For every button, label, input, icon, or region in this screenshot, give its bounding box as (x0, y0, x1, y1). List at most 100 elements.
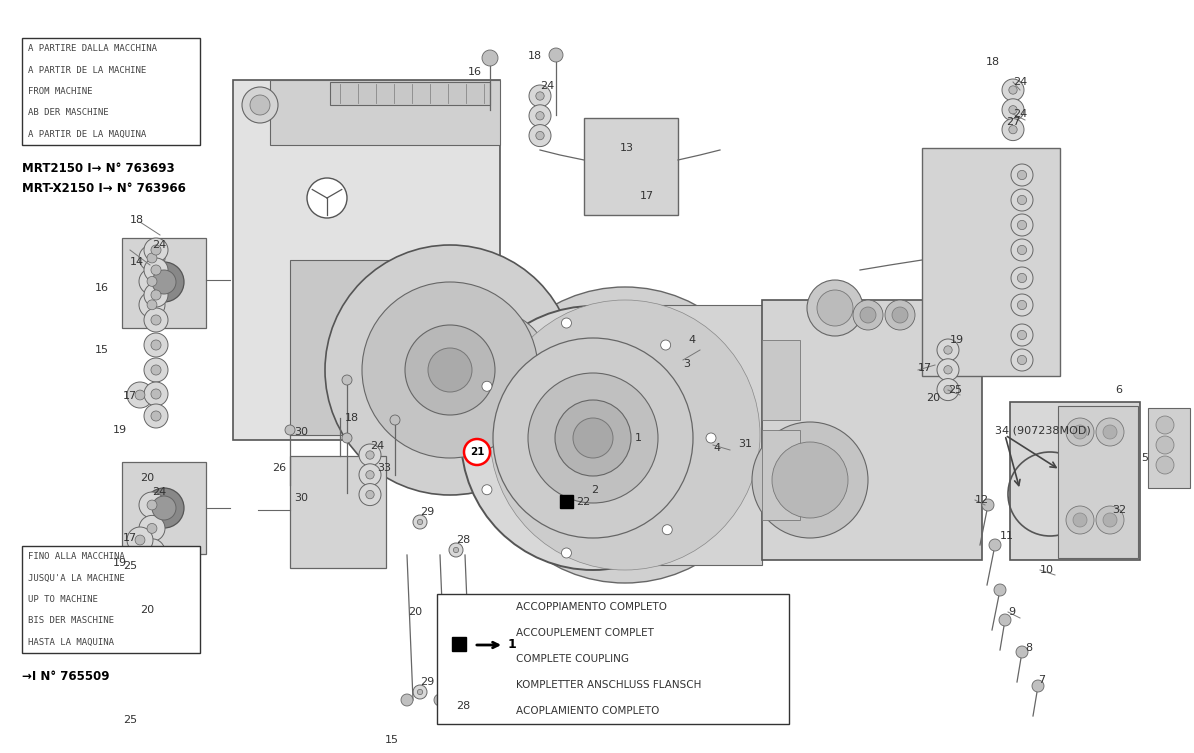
Circle shape (999, 614, 1011, 626)
Circle shape (461, 306, 725, 570)
Circle shape (993, 584, 1007, 596)
Text: 18: 18 (528, 51, 542, 61)
Circle shape (139, 245, 165, 271)
Circle shape (752, 422, 868, 538)
Text: FINO ALLA MACCHINA: FINO ALLA MACCHINA (27, 552, 124, 561)
Bar (122, 238, 207, 328)
Text: 20: 20 (140, 605, 154, 615)
Circle shape (150, 245, 161, 255)
Circle shape (144, 283, 168, 307)
Circle shape (807, 280, 863, 336)
Text: AB DER MASCHINE: AB DER MASCHINE (27, 108, 109, 117)
Text: 12: 12 (975, 495, 989, 505)
Circle shape (1017, 195, 1027, 205)
Circle shape (1011, 294, 1033, 316)
Bar (762, 300, 981, 560)
Circle shape (663, 525, 672, 535)
Circle shape (561, 318, 572, 328)
Circle shape (250, 95, 270, 115)
Circle shape (773, 442, 848, 518)
Circle shape (464, 439, 490, 465)
Text: 31: 31 (738, 439, 752, 449)
Circle shape (529, 124, 550, 147)
Circle shape (430, 310, 550, 430)
Circle shape (400, 280, 580, 460)
Circle shape (147, 547, 156, 556)
Text: 11: 11 (1001, 531, 1014, 541)
Circle shape (147, 523, 156, 533)
Circle shape (1156, 436, 1174, 454)
Circle shape (706, 433, 716, 443)
Text: 24: 24 (540, 81, 554, 91)
Text: 20: 20 (927, 393, 940, 403)
Bar (762, 430, 800, 520)
Circle shape (482, 485, 492, 495)
Circle shape (817, 290, 853, 326)
Circle shape (1009, 105, 1017, 114)
Text: 13: 13 (620, 143, 634, 153)
Circle shape (1096, 418, 1124, 446)
Circle shape (150, 365, 161, 375)
Circle shape (454, 713, 458, 718)
Circle shape (362, 282, 538, 458)
Text: 21: 21 (469, 447, 485, 457)
Bar (330, 82, 490, 105)
Circle shape (365, 471, 374, 479)
Circle shape (139, 515, 165, 541)
Circle shape (127, 612, 153, 638)
Text: 24: 24 (370, 441, 384, 451)
Circle shape (937, 379, 959, 401)
Circle shape (144, 258, 168, 282)
Circle shape (860, 307, 876, 323)
Text: 8: 8 (1024, 643, 1032, 653)
Text: 5: 5 (1141, 453, 1147, 463)
Text: 33: 33 (377, 463, 390, 473)
Text: 15: 15 (384, 735, 399, 745)
Text: 29: 29 (420, 677, 435, 687)
Circle shape (454, 547, 458, 553)
Text: HASTA LA MAQUINA: HASTA LA MAQUINA (27, 638, 113, 647)
Bar (233, 80, 500, 440)
Text: 16: 16 (468, 67, 482, 77)
Circle shape (135, 390, 144, 400)
Circle shape (359, 464, 381, 486)
Circle shape (482, 50, 498, 66)
Circle shape (405, 325, 496, 415)
Text: 24: 24 (152, 487, 166, 497)
Text: 28: 28 (456, 701, 470, 711)
Circle shape (1002, 119, 1024, 141)
Circle shape (418, 689, 423, 695)
Circle shape (127, 527, 153, 553)
Circle shape (1073, 513, 1087, 527)
Circle shape (135, 535, 144, 545)
Bar (584, 118, 678, 215)
Circle shape (943, 366, 952, 374)
Circle shape (555, 400, 630, 476)
Text: 22: 22 (576, 497, 590, 507)
Circle shape (1011, 324, 1033, 346)
Circle shape (885, 300, 915, 330)
Circle shape (144, 488, 184, 528)
Circle shape (1156, 456, 1174, 474)
Circle shape (529, 105, 550, 127)
Circle shape (1009, 86, 1017, 94)
Circle shape (1032, 680, 1044, 692)
Text: 18: 18 (345, 413, 359, 423)
Circle shape (989, 539, 1001, 551)
Circle shape (359, 483, 381, 505)
Circle shape (147, 253, 156, 263)
Text: 14: 14 (130, 257, 144, 267)
Text: COMPLETE COUPLING: COMPLETE COUPLING (516, 654, 629, 664)
Bar (21, 38, 201, 145)
Circle shape (1066, 506, 1094, 534)
Circle shape (529, 85, 550, 107)
Circle shape (943, 386, 952, 394)
Text: FROM MACHINE: FROM MACHINE (27, 87, 92, 96)
Text: 25: 25 (123, 561, 137, 571)
Circle shape (1016, 646, 1028, 658)
Circle shape (1002, 99, 1024, 120)
Circle shape (413, 515, 427, 529)
Circle shape (144, 358, 168, 382)
Circle shape (561, 548, 572, 558)
Circle shape (892, 307, 907, 323)
